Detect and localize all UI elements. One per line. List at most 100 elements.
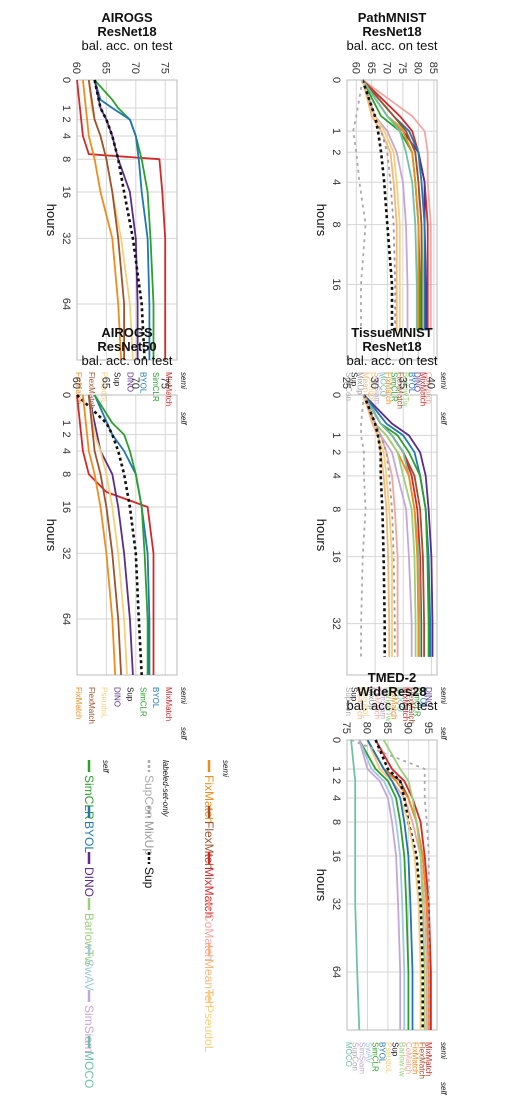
y-tick-label: 65 [99, 377, 111, 389]
legend-label-sup: Sup [142, 867, 156, 889]
series-line-mixup [361, 79, 396, 331]
plot-frame [76, 394, 178, 676]
series-label-pseudol: PseudoL [367, 372, 376, 404]
chart-title: AIROGS [101, 10, 153, 25]
plot-frame [346, 79, 438, 361]
series-label-simclr: SimCLR [413, 687, 422, 717]
x-tick-label: 1 [60, 420, 72, 426]
series-label-sup: Sup [391, 1042, 400, 1057]
x-tick-label: 32 [60, 547, 72, 559]
x-axis-label: hours [314, 519, 329, 552]
legend-label-fixmatch: FixMatch [202, 775, 216, 824]
x-tick-label: 0 [60, 392, 72, 398]
x-tick-label: 16 [60, 186, 72, 198]
legend-header-labeled-set-only: labeled-set-only [161, 760, 170, 817]
series-line-supcon [350, 739, 430, 1030]
series-line-flexmatch [361, 79, 423, 331]
series-line-mixmatch [374, 739, 432, 1030]
x-tick-label: 8 [60, 471, 72, 477]
series-label-moco: MOCO [344, 1042, 353, 1067]
x-tick-label: 4 [330, 473, 342, 479]
series-line-mixmatch [76, 394, 155, 675]
x-tick-label: 64 [60, 298, 72, 310]
header-self: self [179, 727, 188, 740]
legend-label-dino: DINO [82, 867, 96, 897]
series-label-byol: BYOL [138, 372, 147, 394]
series-label-supcon: SupCon [344, 372, 353, 401]
series-label-flexmatch: FlexMatch [417, 1042, 426, 1079]
legend-label-barlowtwins: BarlowTw [82, 913, 96, 965]
series-label-dino: DINO [113, 687, 122, 707]
header-semi: semi [179, 687, 188, 704]
legend-label-simclr: SimCLR [82, 775, 96, 820]
chart-tissuemnist-resnet18: 25 30 35 40 0 1 2 4 8 16 32 bal. acc. on test hours T… [314, 325, 448, 740]
series-label-dino: DINO [413, 372, 422, 392]
series-line-mixmatch [76, 79, 167, 360]
y-tick-label: 65 [99, 62, 111, 74]
y-tick-label: 80 [411, 62, 423, 74]
series-label-simsiam: SimSiam [373, 372, 382, 404]
legend-header-semi: semi [221, 760, 230, 777]
x-tick-label: 16 [60, 501, 72, 513]
series-label-supcon: SupCon [344, 687, 353, 716]
series-label-pseudol: PseudoL [361, 687, 370, 719]
series-label-flexmatch: FlexMatch [407, 687, 416, 724]
series-line-comatch [361, 79, 432, 331]
series-label-byol: BYOL [377, 1042, 386, 1064]
y-axis-label: bal. acc. on test [81, 353, 172, 368]
series-label-simclr: SimCLR [151, 372, 160, 402]
x-tick-label: 0 [60, 77, 72, 83]
header-self: self [179, 412, 188, 425]
legend-label-swav: SwAV [82, 959, 96, 991]
y-tick-label: 70 [380, 62, 392, 74]
x-tick-label: 4 [60, 133, 72, 139]
series-label-sup: Sup [113, 372, 122, 387]
series-line-simclr [93, 394, 149, 675]
x-tick-label: 8 [330, 819, 342, 825]
series-line-pseudol [361, 79, 401, 331]
x-tick-label: 1 [60, 105, 72, 111]
series-label-fixmatch: FixMatch [411, 1042, 420, 1074]
x-tick-label: 4 [330, 795, 342, 801]
x-axis-label: hours [314, 204, 329, 237]
y-tick-label: 85 [381, 722, 393, 734]
chart-pathmnist-resnet18: 60 65 70 75 80 85 0 1 2 4 8 16 bal. acc. on test hour… [314, 10, 448, 425]
chart-airogs-resnet50: 60 65 70 75 0 1 2 4 8 16 32 64 bal. acc. on test hour… [44, 325, 188, 740]
plot-frame [76, 79, 178, 361]
chart-title: AIROGS [101, 325, 153, 340]
x-tick-label: 2 [330, 778, 342, 784]
legend-label-meanteacher: MeanTch [202, 959, 216, 1008]
series-line-sup [362, 394, 386, 657]
series-label-dino: DINO [424, 687, 433, 707]
header-self: self [439, 1082, 448, 1095]
series-line-simclr [93, 79, 155, 360]
legend-label-flexmatch: FlexMtch [202, 821, 216, 870]
plot-frame [346, 739, 438, 1031]
y-tick-label: 60 [70, 377, 82, 389]
header-semi: semi [439, 1042, 448, 1059]
y-tick-label: 30 [368, 377, 380, 389]
x-axis-label: hours [44, 204, 59, 237]
series-line-barlowtw [363, 394, 417, 657]
series-label-mixmatch: MixMatch [164, 372, 173, 406]
y-tick-label: 35 [396, 377, 408, 389]
series-line-swav [358, 739, 406, 1030]
series-label-pseudol: PseudoL [100, 687, 109, 719]
legend-label-byol: BYOL [82, 821, 96, 853]
y-axis-label: bal. acc. on test [81, 38, 172, 53]
series-line-sup [93, 79, 146, 361]
y-tick-label: 90 [401, 722, 413, 734]
series-line-sup [374, 739, 424, 1030]
y-tick-label: 40 [424, 377, 436, 389]
series-line-pseudol [87, 394, 128, 676]
x-tick-label: 1 [330, 766, 342, 772]
y-tick-label: 70 [129, 377, 141, 389]
series-line-flexmatch [87, 394, 122, 676]
y-tick-label: 25 [340, 377, 352, 389]
x-tick-label: 32 [60, 232, 72, 244]
chart-title: TMED-2 [368, 670, 416, 685]
chart-title: TissueMNIST [351, 325, 432, 340]
series-label-fixmatch: FixMatch [74, 372, 83, 404]
